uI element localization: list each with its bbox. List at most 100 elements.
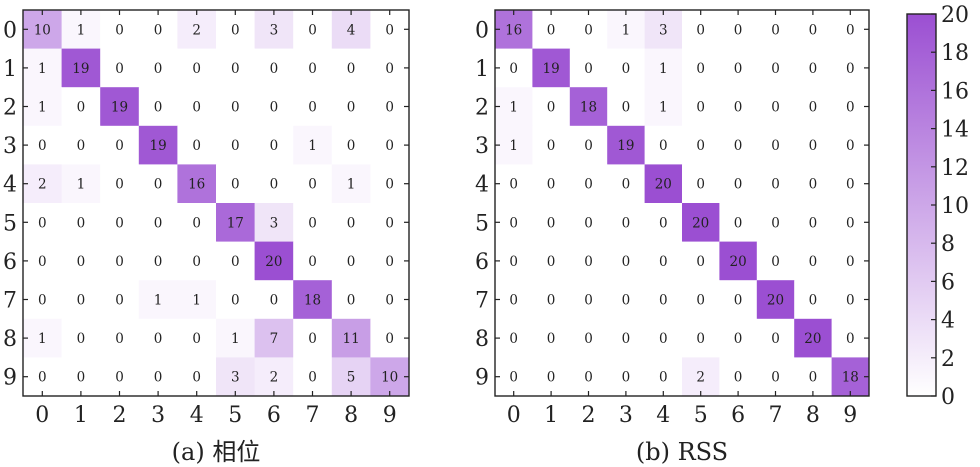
heatmap-cell — [293, 10, 333, 49]
heatmap-cell — [607, 241, 645, 281]
heatmap-cell — [495, 241, 533, 281]
y-tick-label: 8 — [3, 327, 17, 352]
cell-value-label: 0 — [734, 61, 743, 77]
colorbar-tick-label: 12 — [941, 156, 969, 181]
heatmap-cell — [23, 164, 62, 204]
heatmap-cell — [100, 318, 140, 358]
cell-value-label: 0 — [231, 293, 240, 309]
heatmap-cell — [682, 125, 720, 165]
cell-value-label: 0 — [771, 331, 780, 347]
heatmap-cell — [756, 125, 795, 165]
heatmap-cell — [100, 125, 140, 165]
colorbar: 0 2 4 6 8 10 12 14 16 18 20 — [906, 3, 969, 410]
cell-value-label: 0 — [846, 100, 855, 116]
heatmap-cell — [61, 241, 101, 281]
heatmap-cell — [532, 87, 571, 127]
heatmap-cell — [607, 87, 645, 127]
cell-value-label: 0 — [584, 331, 593, 347]
heatmap-cell — [331, 203, 371, 242]
panel-caption: (b) RSS — [636, 438, 728, 466]
cell-value-label: 0 — [846, 61, 855, 77]
heatmap-cell — [532, 357, 571, 397]
y-tick-label: 0 — [475, 18, 489, 43]
cell-value-label: 0 — [509, 331, 518, 347]
cell-value-label: 0 — [231, 22, 240, 38]
heatmap-cell — [331, 48, 371, 88]
y-tick-label: 7 — [475, 289, 489, 314]
cell-value-label: 0 — [77, 293, 86, 309]
heatmap-cell — [370, 10, 410, 49]
cell-value-label: 0 — [231, 177, 240, 193]
heatmap-cell — [23, 125, 62, 165]
y-tick-label: 3 — [3, 134, 17, 159]
cell-value-label: 19 — [72, 61, 89, 77]
heatmap-cell — [794, 318, 832, 358]
cell-value-label: 3 — [659, 22, 668, 38]
cell-value-label: 0 — [659, 138, 668, 154]
cell-value-label: 0 — [734, 100, 743, 116]
cell-value-label: 0 — [584, 215, 593, 231]
heatmap-cell — [138, 10, 178, 49]
plot-frame — [494, 9, 870, 397]
heatmap-cell — [61, 48, 101, 88]
cell-value-label: 0 — [270, 100, 279, 116]
heatmap-cell — [532, 280, 571, 320]
heatmap-cell — [644, 280, 683, 320]
heatmap-cell — [794, 48, 832, 88]
heatmap-cell — [254, 357, 294, 397]
cell-value-label: 18 — [580, 100, 597, 116]
cell-value-label: 0 — [622, 370, 631, 386]
heatmap-cell — [532, 10, 571, 49]
heatmap-cell — [532, 125, 571, 165]
heatmap-cell — [23, 318, 62, 358]
heatmap-cell — [719, 87, 758, 127]
heatmap-cell — [100, 357, 140, 397]
heatmap-cell — [607, 357, 645, 397]
cell-value-label: 0 — [547, 254, 556, 270]
cell-value-label: 0 — [734, 293, 743, 309]
y-tick-label: 4 — [475, 173, 489, 198]
cell-value-label: 0 — [584, 22, 593, 38]
heatmap-cell — [293, 241, 333, 281]
x-tick-label: 8 — [806, 403, 820, 428]
heatmap-cell — [254, 48, 294, 88]
cell-value-label: 0 — [308, 61, 317, 77]
y-tick-label: 9 — [3, 366, 17, 391]
cell-value-label: 0 — [385, 215, 394, 231]
x-tick-label: 8 — [344, 403, 358, 428]
cell-value-label: 0 — [385, 138, 394, 154]
heatmap-cell — [100, 280, 140, 320]
heatmap-cell — [532, 318, 571, 358]
heatmap-cell — [719, 125, 758, 165]
heatmap-cell — [293, 164, 333, 204]
heatmap-cell — [794, 125, 832, 165]
cell-value-label: 0 — [38, 293, 47, 309]
cell-value-label: 0 — [77, 138, 86, 154]
cell-value-label: 0 — [509, 370, 518, 386]
heatmap-cell — [138, 318, 178, 358]
cell-value-label: 0 — [192, 331, 201, 347]
cell-value-label: 7 — [270, 331, 279, 347]
heatmap-cell — [644, 241, 683, 281]
heatmap-cell — [569, 87, 608, 127]
heatmap-cell — [607, 125, 645, 165]
cell-value-label: 0 — [547, 370, 556, 386]
cell-value-label: 0 — [308, 254, 317, 270]
cell-value-label: 0 — [115, 293, 124, 309]
heatmap-cell — [23, 280, 62, 320]
heatmap-cell — [177, 125, 217, 165]
cell-value-label: 0 — [584, 293, 593, 309]
heatmap-cell — [254, 87, 294, 127]
heatmap-cell — [23, 10, 62, 49]
heatmap-cell — [23, 357, 62, 397]
colorbar-tick-label: 8 — [941, 232, 955, 257]
cell-value-label: 0 — [509, 215, 518, 231]
cell-value-label: 0 — [115, 370, 124, 386]
cell-value-label: 0 — [659, 293, 668, 309]
heatmap-cell — [177, 280, 217, 320]
heatmap-cell — [569, 48, 608, 88]
cell-value-label: 1 — [509, 138, 518, 154]
cell-value-label: 19 — [617, 138, 634, 154]
heatmap-cell — [100, 241, 140, 281]
